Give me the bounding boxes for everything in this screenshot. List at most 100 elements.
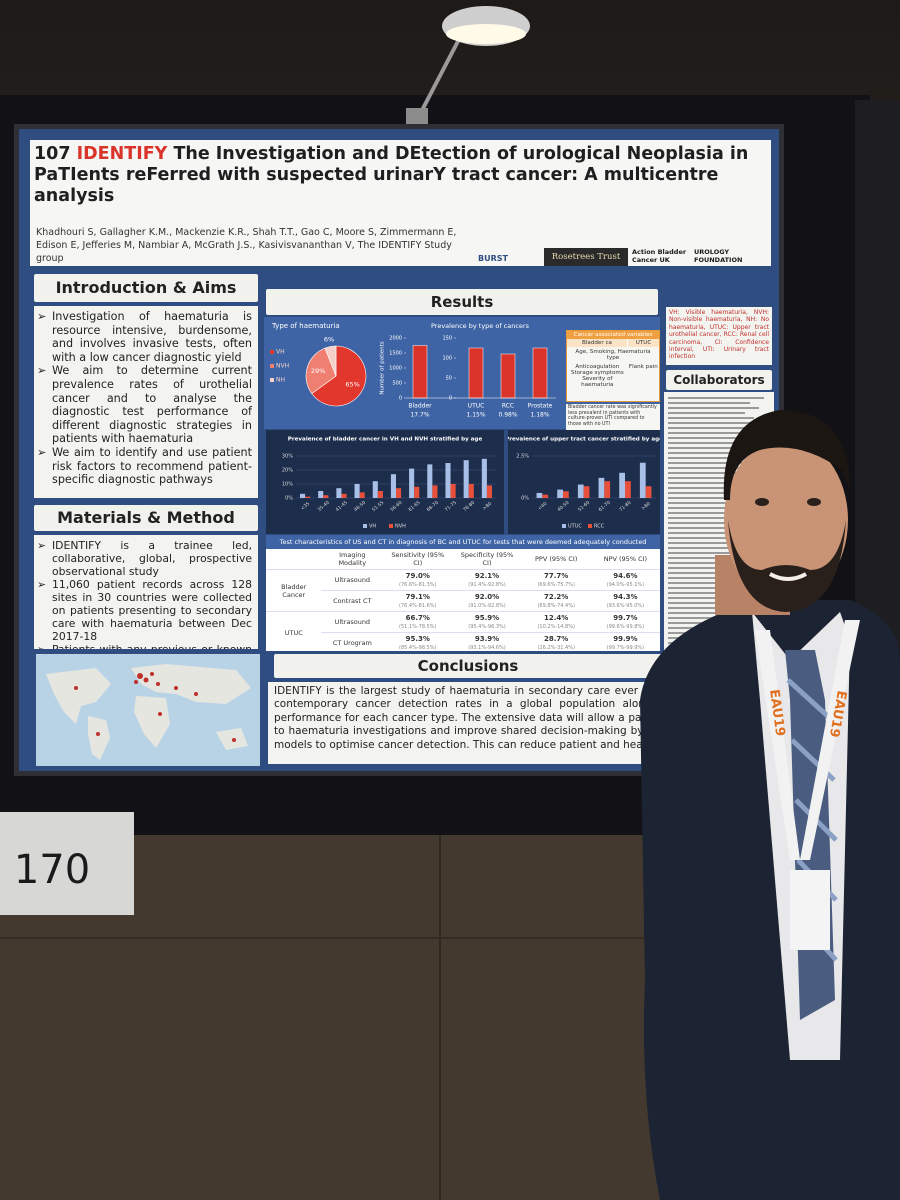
uti-note: Bladder cancer rate was significantly le… <box>566 404 660 430</box>
ci: (51.1%-78.5%) <box>399 624 437 630</box>
bullet: We aim to determine current prevalence r… <box>37 364 252 446</box>
small-print <box>668 502 746 504</box>
ci: (93.1%-94.6%) <box>468 645 506 651</box>
bar <box>639 462 646 498</box>
bullet: IDENTIFY is a trainee led, collaborative… <box>37 539 252 578</box>
lower-wall <box>0 830 900 1200</box>
chart-title: Prevalence by type of cancers <box>431 322 530 330</box>
bar <box>563 491 569 498</box>
small-print <box>668 647 754 649</box>
chart-title: Prevalence of bladder cancer in VH and N… <box>288 437 483 443</box>
small-print <box>668 462 743 464</box>
value: 94.3% <box>613 593 638 601</box>
site-dots <box>74 672 236 742</box>
bar <box>323 495 329 498</box>
value: 92.1% <box>474 572 500 580</box>
bar <box>536 492 543 498</box>
intro-box: Investigation of haematuria is resource … <box>32 304 260 500</box>
table-row: Bladder Cancer Ultrasound 79.0% (76.6%-81.… <box>266 569 660 612</box>
ci: (94.0%-95.1%) <box>606 582 645 588</box>
variables-shared: Age, Smoking, Haematuria type <box>575 349 651 361</box>
bar <box>396 488 402 498</box>
ci: (69.8%-74.4%) <box>537 603 575 609</box>
small-print <box>668 477 747 479</box>
x-tick-label: Prostate <box>528 403 553 410</box>
slice-label: 6% <box>324 336 334 344</box>
bar <box>354 484 360 498</box>
value-cell: 77.7% (69.6%-75.7%) <box>521 569 591 591</box>
pie-slice <box>324 345 337 377</box>
small-print <box>668 617 746 619</box>
variables-columns: Bladder ca UTUC <box>567 339 659 347</box>
legend-label: NH <box>276 377 285 384</box>
y-tick-label: 500 <box>392 381 402 387</box>
bullet-list: IDENTIFY is a trainee led, collaborative… <box>34 535 258 649</box>
y-tick-label: 2.5% <box>516 454 529 460</box>
value-cell: 92.0% (91.0%-92.8%) <box>452 590 522 612</box>
small-print <box>668 497 760 499</box>
variables-title: Cancer associated variables <box>567 331 659 339</box>
bar <box>598 477 605 498</box>
ci: (69.6%-75.7%) <box>537 582 575 588</box>
ci: (91.4%-92.8%) <box>468 582 506 588</box>
rate-label: 1.18% <box>530 412 549 419</box>
bullet: We aim to identify and use patient risk … <box>37 446 252 487</box>
x-tick-label: UTUC <box>468 403 485 410</box>
section-heading: Introduction & Aims <box>32 272 260 304</box>
value-cell: 28.7% (26.2%-31.4%) <box>521 632 591 651</box>
small-print <box>668 507 755 509</box>
legend-label: RCC <box>594 524 605 530</box>
bar <box>486 485 492 498</box>
value-cell: 94.3% (93.6%-95.0%) <box>590 590 660 612</box>
ci: (85.4%-98.5%) <box>399 645 437 651</box>
small-print <box>668 622 755 624</box>
title-block: 107 IDENTIFY The Investigation and DEtec… <box>28 138 773 268</box>
value: 12.4% <box>544 614 569 622</box>
table-row: UTUC Ultrasound 66.7% (51.1%-78.5%) 95.9% (… <box>266 611 660 651</box>
bar <box>359 492 365 498</box>
small-print <box>668 572 757 574</box>
pie-slice <box>305 347 337 395</box>
table-panel: Test characteristics of US and CT in dia… <box>266 535 660 651</box>
small-print <box>668 482 756 484</box>
small-print <box>668 402 750 404</box>
small-print <box>668 437 744 439</box>
value: 99.9% <box>613 635 638 643</box>
results-table: Imaging Modality Sensitivity (95% CI) Spec… <box>266 549 660 651</box>
small-print <box>668 512 764 514</box>
small-print <box>668 467 752 469</box>
bar <box>604 481 611 498</box>
chart-title: Type of haematuria <box>271 322 340 330</box>
value-cell: 99.9% (99.7%-99.9%) <box>590 632 660 651</box>
methods-box: IDENTIFY is a trainee led, collaborative… <box>32 533 260 651</box>
small-print <box>668 627 764 629</box>
value: 94.6% <box>613 572 638 580</box>
title-text: The Investigation and DEtection of urolo… <box>34 144 749 206</box>
small-print <box>668 527 745 529</box>
bar <box>468 347 484 399</box>
small-print <box>668 517 750 519</box>
bar <box>414 486 420 498</box>
bar <box>300 493 306 498</box>
small-print <box>668 442 753 444</box>
ci: (95.4%-96.3%) <box>468 624 506 630</box>
authors: Khadhouri S, Gallagher K.M., Mackenzie K… <box>36 227 457 264</box>
bar <box>481 458 487 498</box>
header-cell: Sensitivity (95% CI) <box>383 549 453 570</box>
value-cell: 93.9% (93.1%-94.6%) <box>452 632 522 651</box>
x-tick-label: Bladder <box>408 403 432 410</box>
value: 92.0% <box>474 593 500 601</box>
y-tick-label: 2000 <box>389 336 402 342</box>
small-print <box>668 607 751 609</box>
legend-swatch <box>270 364 274 368</box>
ci: (91.0%-92.8%) <box>468 603 506 609</box>
legend-label: VH <box>369 524 376 530</box>
lamp-light <box>446 24 526 44</box>
logo: IDENTIFY <box>76 144 168 164</box>
x-tick-label: <35 <box>300 501 311 512</box>
bar <box>577 484 584 498</box>
value: 66.7% <box>405 614 430 622</box>
title: 107 IDENTIFY The Investigation and DEtec… <box>34 144 769 207</box>
small-print <box>668 427 749 429</box>
